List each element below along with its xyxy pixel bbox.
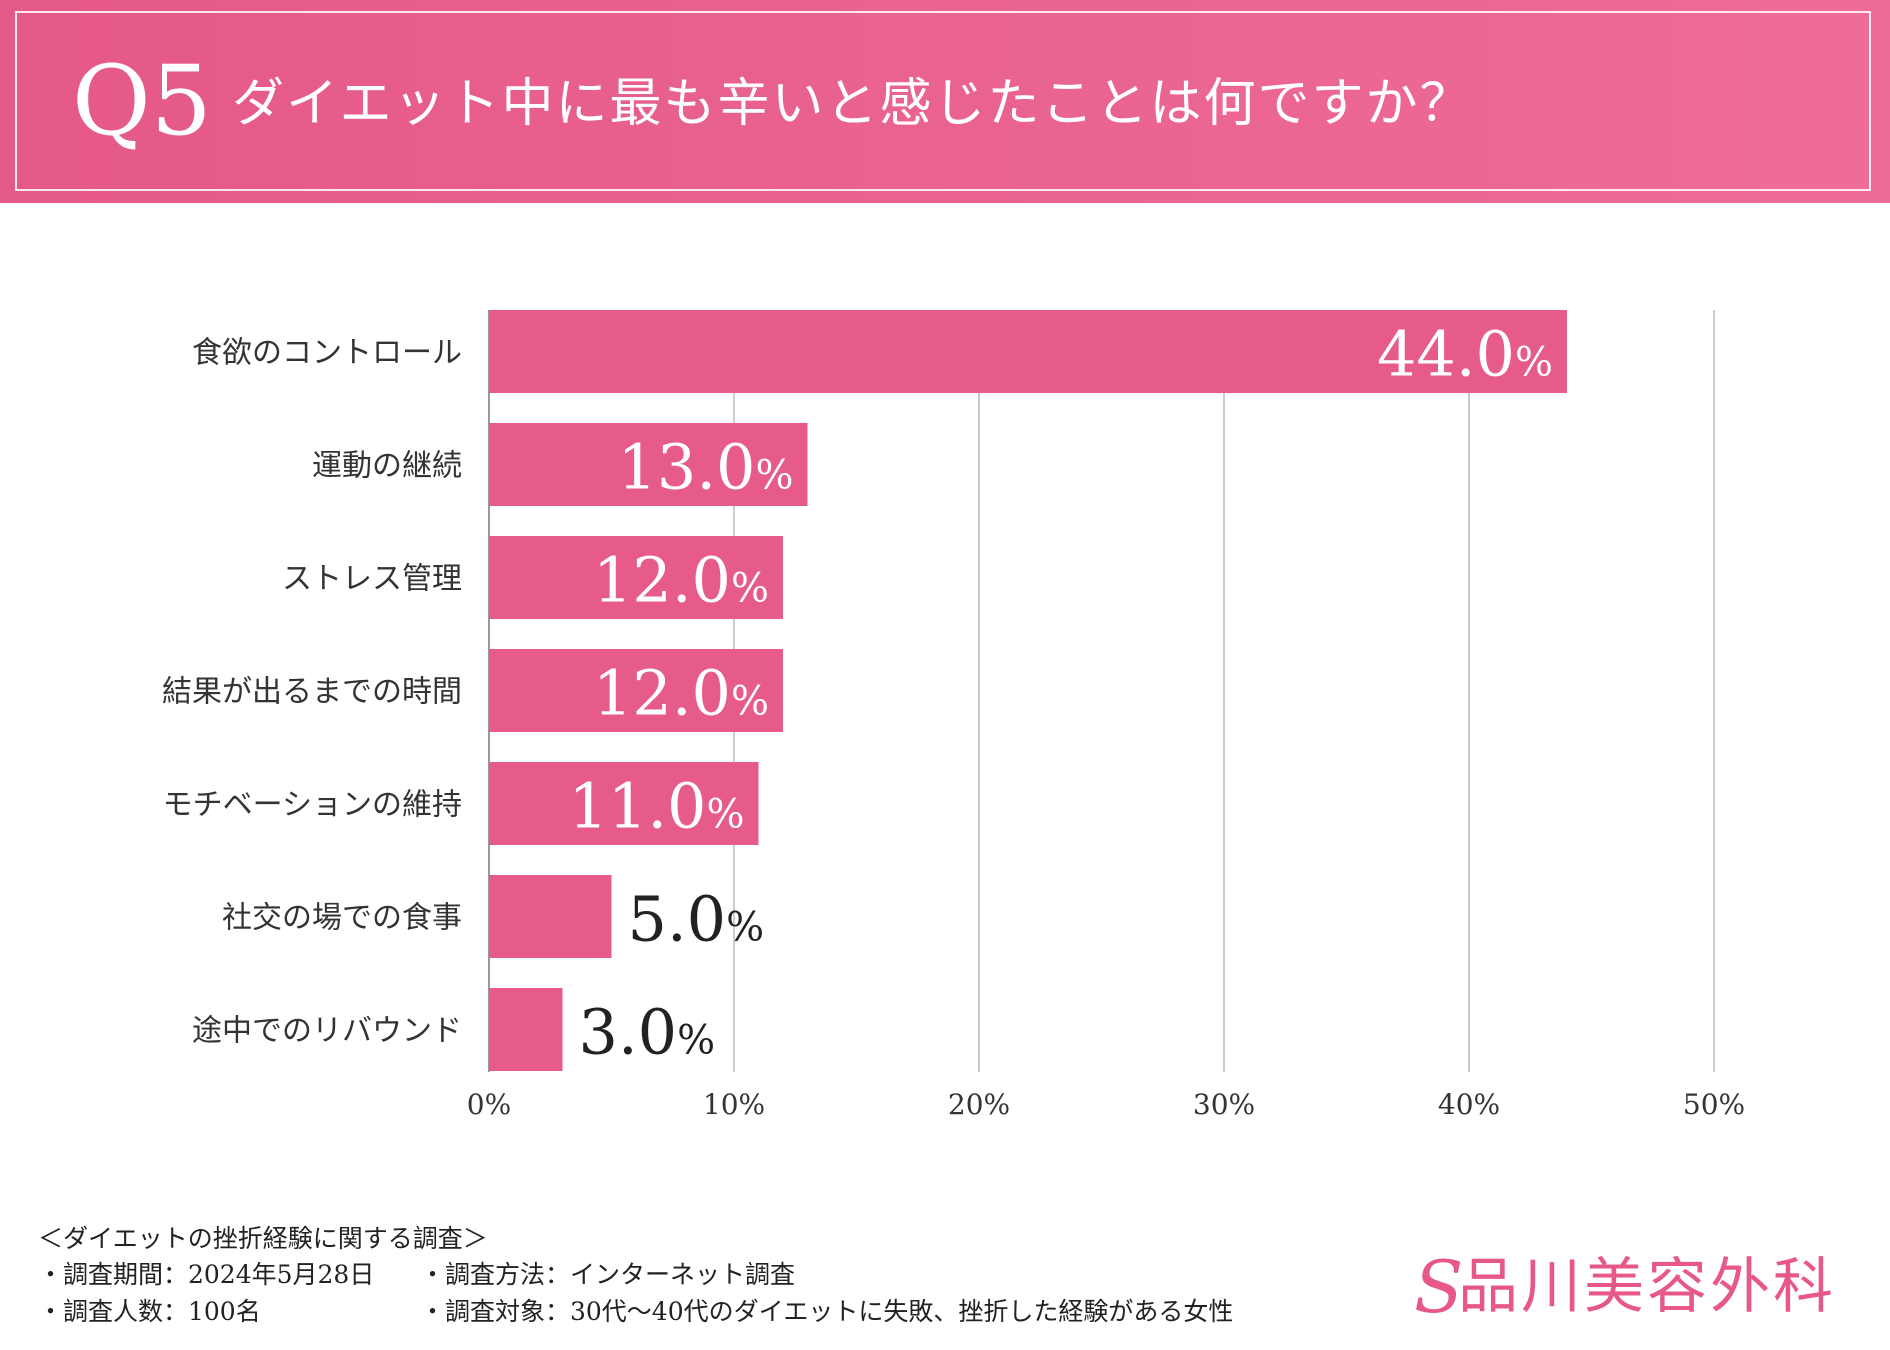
survey-target: ・調査対象：30代～40代のダイエットに失敗、挫折した経験がある女性 — [420, 1297, 1234, 1326]
x-tick-label: 50% — [1683, 1088, 1745, 1121]
x-tick-label: 0% — [467, 1088, 511, 1121]
bar — [489, 310, 1567, 393]
data-label: 12.0% — [593, 544, 769, 617]
survey-title: ＜ダイエットの挫折経験に関する調査＞ — [38, 1224, 488, 1253]
x-tick-label: 20% — [948, 1088, 1010, 1121]
bar — [489, 762, 759, 845]
survey-people: ・調査人数：100名 — [38, 1297, 261, 1326]
data-label: 12.0% — [593, 657, 769, 730]
data-label: 3.0% — [579, 996, 716, 1069]
category-label: 途中でのリバウンド — [192, 1014, 462, 1049]
data-label: 11.0% — [568, 770, 744, 843]
bar — [489, 988, 563, 1071]
bar — [489, 875, 612, 958]
x-tick-label: 40% — [1438, 1088, 1500, 1121]
bar — [489, 423, 808, 506]
category-label: 食欲のコントロール — [192, 336, 462, 371]
question-title: ダイエット中に最も辛いと感じたことは何ですか？ — [232, 74, 1474, 134]
data-label: 44.0% — [1377, 318, 1553, 391]
x-tick-label: 10% — [703, 1088, 765, 1121]
bar — [489, 649, 783, 732]
bar-chart: 0% 10% 20% 30% 40% 50% 食欲のコントロール 44.0% 運動の継続 13.0… — [162, 310, 1745, 1121]
category-label: モチベーションの維持 — [163, 788, 462, 823]
category-label: 運動の継続 — [312, 449, 462, 484]
question-number: Q5 — [72, 45, 212, 157]
survey-method: ・調査方法：インターネット調査 — [420, 1260, 796, 1289]
category-label: ストレス管理 — [282, 562, 462, 597]
bar — [489, 536, 783, 619]
category-label: 結果が出るまでの時間 — [162, 675, 462, 710]
logo-s-icon: S — [1414, 1245, 1464, 1329]
data-label: 5.0% — [628, 883, 765, 956]
x-tick-label: 30% — [1193, 1088, 1255, 1121]
category-label: 社交の場での食事 — [222, 901, 462, 936]
survey-period: ・調査期間：2024年5月28日 — [38, 1260, 375, 1289]
logo-text: 品川美容外科 — [1458, 1252, 1836, 1322]
header-banner: Q5 ダイエット中に最も辛いと感じたことは何ですか？ — [0, 0, 1890, 203]
data-label: 13.0% — [617, 431, 793, 504]
header-frame — [15, 11, 1871, 191]
